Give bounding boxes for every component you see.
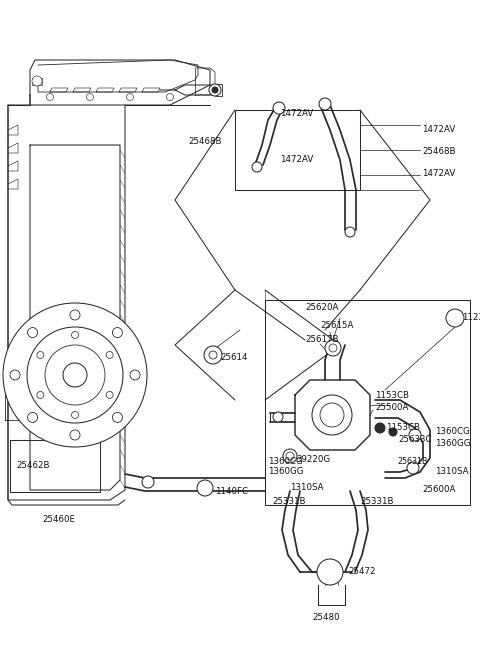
Circle shape — [27, 328, 37, 337]
Circle shape — [70, 430, 80, 440]
Circle shape — [112, 413, 122, 422]
Circle shape — [32, 76, 42, 86]
Text: 25500A: 25500A — [375, 403, 408, 413]
Circle shape — [86, 94, 94, 100]
Text: 1153CB: 1153CB — [386, 424, 420, 432]
Circle shape — [45, 345, 105, 405]
Text: 1360GG: 1360GG — [268, 468, 303, 476]
Circle shape — [325, 340, 341, 356]
Circle shape — [345, 227, 355, 237]
Circle shape — [407, 462, 419, 474]
Text: 1360CG: 1360CG — [435, 428, 470, 436]
Circle shape — [252, 162, 262, 172]
Text: 25331B: 25331B — [272, 498, 305, 506]
Circle shape — [130, 370, 140, 380]
Circle shape — [375, 423, 385, 433]
Circle shape — [446, 309, 464, 327]
Bar — [235, 110, 360, 190]
Circle shape — [212, 87, 218, 93]
Text: 1360GG: 1360GG — [435, 438, 470, 447]
Circle shape — [47, 94, 53, 100]
Circle shape — [106, 392, 113, 398]
Text: 1472AV: 1472AV — [280, 155, 313, 164]
Text: 1140FC: 1140FC — [215, 487, 248, 496]
Circle shape — [319, 98, 331, 110]
Circle shape — [312, 395, 352, 435]
Circle shape — [286, 452, 294, 460]
Circle shape — [27, 327, 123, 423]
Text: 25633C: 25633C — [398, 436, 432, 445]
Text: 1310SA: 1310SA — [435, 468, 468, 476]
Text: 25462B: 25462B — [16, 462, 49, 470]
Text: 1310SA: 1310SA — [290, 483, 324, 491]
Circle shape — [409, 429, 421, 441]
Circle shape — [209, 351, 217, 359]
Text: 25460E: 25460E — [42, 515, 75, 525]
Text: 25480: 25480 — [312, 612, 340, 622]
Text: 25631B: 25631B — [397, 457, 427, 466]
Circle shape — [273, 102, 285, 114]
Text: 25468B: 25468B — [189, 136, 222, 145]
Circle shape — [449, 312, 461, 324]
Text: 25468B: 25468B — [422, 147, 456, 157]
Circle shape — [37, 352, 44, 358]
Circle shape — [72, 411, 79, 419]
Text: 1360CG: 1360CG — [268, 457, 303, 466]
Text: 25600A: 25600A — [422, 485, 456, 495]
Text: 1123HG: 1123HG — [462, 314, 480, 322]
Circle shape — [70, 310, 80, 320]
Circle shape — [320, 403, 344, 427]
Text: 1153CB: 1153CB — [375, 390, 409, 400]
Text: 25617B: 25617B — [305, 335, 338, 345]
Circle shape — [37, 392, 44, 398]
Circle shape — [273, 412, 283, 422]
Circle shape — [27, 413, 37, 422]
Circle shape — [63, 363, 87, 387]
Text: 1472AV: 1472AV — [280, 109, 313, 117]
Circle shape — [389, 428, 397, 436]
Circle shape — [3, 303, 147, 447]
Text: 1472AV: 1472AV — [422, 126, 455, 134]
Bar — [10, 440, 100, 492]
Circle shape — [329, 344, 337, 352]
Circle shape — [127, 94, 133, 100]
Circle shape — [200, 483, 210, 493]
Circle shape — [142, 476, 154, 488]
Circle shape — [72, 331, 79, 339]
Circle shape — [209, 84, 221, 96]
Circle shape — [10, 370, 20, 380]
Text: 25615A: 25615A — [320, 320, 353, 329]
Text: 25614: 25614 — [220, 354, 248, 362]
Circle shape — [204, 346, 222, 364]
Text: 39220G: 39220G — [296, 455, 330, 464]
Text: 25472: 25472 — [348, 567, 375, 576]
Circle shape — [106, 352, 113, 358]
Text: 1472AV: 1472AV — [422, 168, 455, 178]
Circle shape — [167, 94, 173, 100]
Text: 25620A: 25620A — [305, 303, 338, 312]
Circle shape — [317, 559, 343, 585]
Text: 25331B: 25331B — [360, 498, 394, 506]
Bar — [265, 300, 470, 505]
Circle shape — [197, 480, 213, 496]
Circle shape — [112, 328, 122, 337]
Circle shape — [283, 449, 297, 463]
